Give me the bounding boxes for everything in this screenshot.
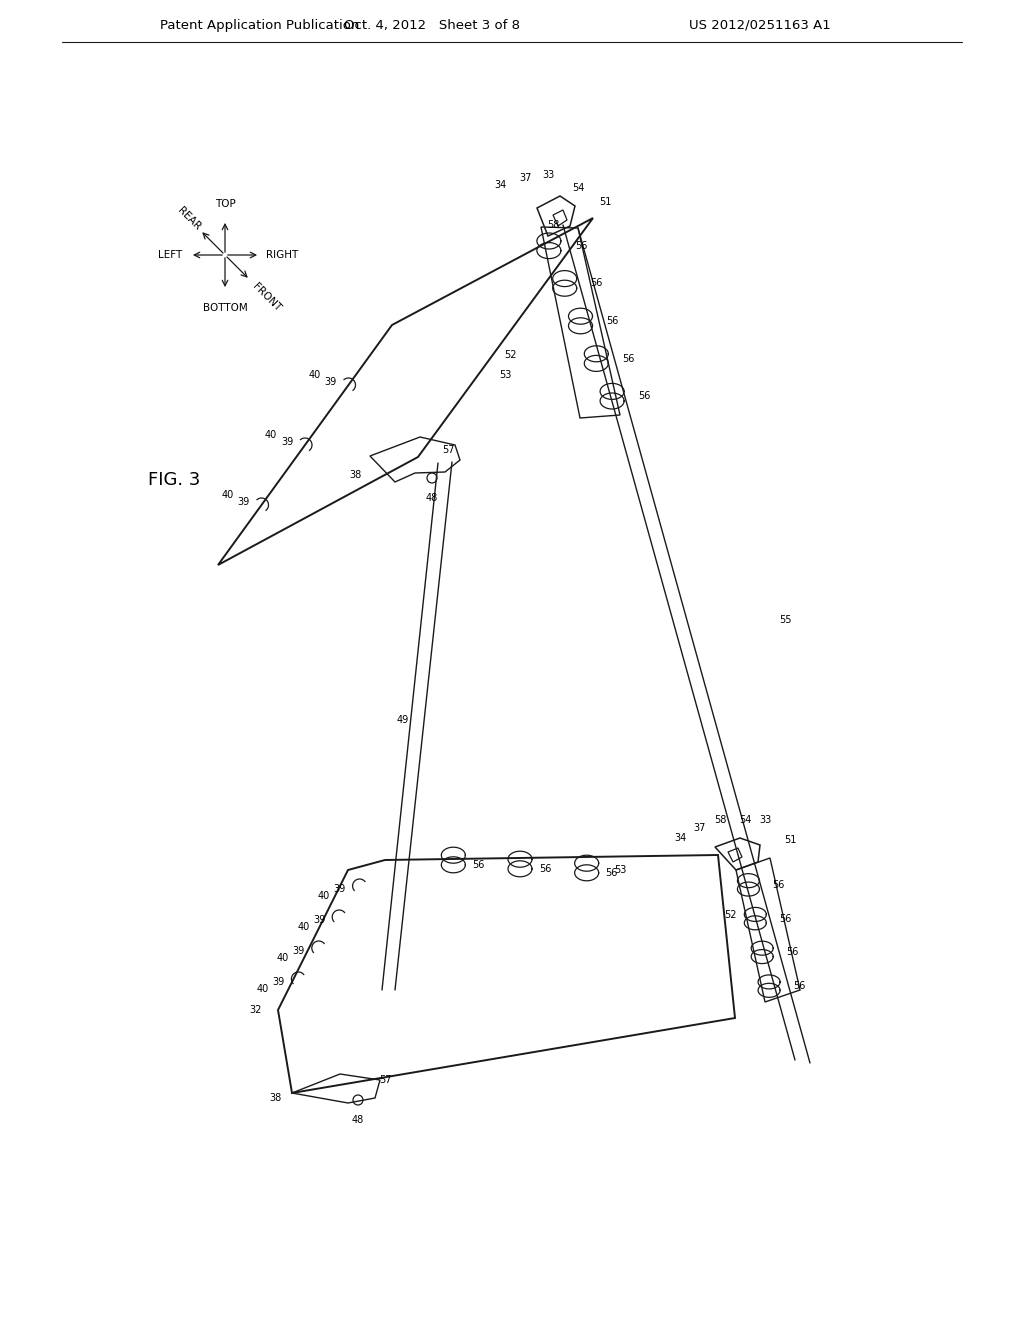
Text: 58: 58 — [714, 814, 726, 825]
Text: 38: 38 — [269, 1093, 282, 1104]
Text: Patent Application Publication: Patent Application Publication — [160, 18, 359, 32]
Text: 56: 56 — [772, 880, 784, 890]
Text: US 2012/0251163 A1: US 2012/0251163 A1 — [689, 18, 830, 32]
Text: 32: 32 — [249, 1005, 261, 1015]
Text: 57: 57 — [379, 1074, 391, 1085]
Text: Oct. 4, 2012   Sheet 3 of 8: Oct. 4, 2012 Sheet 3 of 8 — [344, 18, 520, 32]
Text: 58: 58 — [547, 220, 559, 230]
Text: 48: 48 — [426, 492, 438, 503]
Text: 38: 38 — [349, 470, 361, 480]
Text: 53: 53 — [613, 865, 627, 875]
Text: 40: 40 — [297, 921, 309, 932]
Text: 39: 39 — [281, 437, 293, 447]
Text: BOTTOM: BOTTOM — [203, 304, 248, 313]
Text: 40: 40 — [276, 953, 289, 964]
Text: 39: 39 — [313, 915, 326, 925]
Text: 56: 56 — [779, 913, 792, 924]
Text: 51: 51 — [783, 836, 797, 845]
Text: 39: 39 — [334, 884, 346, 894]
Text: 56: 56 — [793, 981, 805, 991]
Text: 56: 56 — [574, 240, 587, 251]
Text: 34: 34 — [674, 833, 686, 843]
Text: 54: 54 — [738, 814, 752, 825]
Text: 39: 39 — [238, 498, 250, 507]
Text: 54: 54 — [571, 183, 584, 193]
Text: 56: 56 — [606, 315, 618, 326]
Text: 34: 34 — [494, 180, 506, 190]
Text: 57: 57 — [441, 445, 455, 455]
Text: 56: 56 — [786, 948, 799, 957]
Text: 56: 56 — [472, 861, 484, 870]
Text: 53: 53 — [499, 370, 511, 380]
Text: 51: 51 — [599, 197, 611, 207]
Text: 48: 48 — [352, 1115, 365, 1125]
Text: 52: 52 — [504, 350, 516, 360]
Text: TOP: TOP — [215, 199, 236, 209]
Text: FIG. 3: FIG. 3 — [148, 471, 201, 488]
Text: REAR: REAR — [175, 206, 202, 232]
Text: 52: 52 — [724, 909, 736, 920]
Text: 56: 56 — [623, 354, 635, 363]
Text: 33: 33 — [759, 814, 771, 825]
Text: LEFT: LEFT — [158, 249, 182, 260]
Text: 56: 56 — [605, 869, 617, 878]
Text: 39: 39 — [325, 378, 337, 387]
Text: 56: 56 — [591, 279, 603, 288]
Text: 39: 39 — [272, 977, 285, 987]
Text: 40: 40 — [317, 891, 330, 902]
Text: 37: 37 — [694, 822, 707, 833]
Text: 55: 55 — [778, 615, 792, 624]
Text: 56: 56 — [539, 865, 551, 874]
Text: 40: 40 — [308, 370, 321, 380]
Text: 37: 37 — [519, 173, 531, 183]
Text: 56: 56 — [638, 391, 650, 401]
Text: 40: 40 — [265, 430, 278, 440]
Text: 33: 33 — [542, 170, 554, 180]
Text: 49: 49 — [397, 715, 410, 725]
Text: 39: 39 — [293, 946, 305, 956]
Text: 40: 40 — [256, 983, 268, 994]
Text: 40: 40 — [221, 490, 233, 500]
Text: RIGHT: RIGHT — [266, 249, 298, 260]
Text: FRONT: FRONT — [251, 281, 283, 313]
